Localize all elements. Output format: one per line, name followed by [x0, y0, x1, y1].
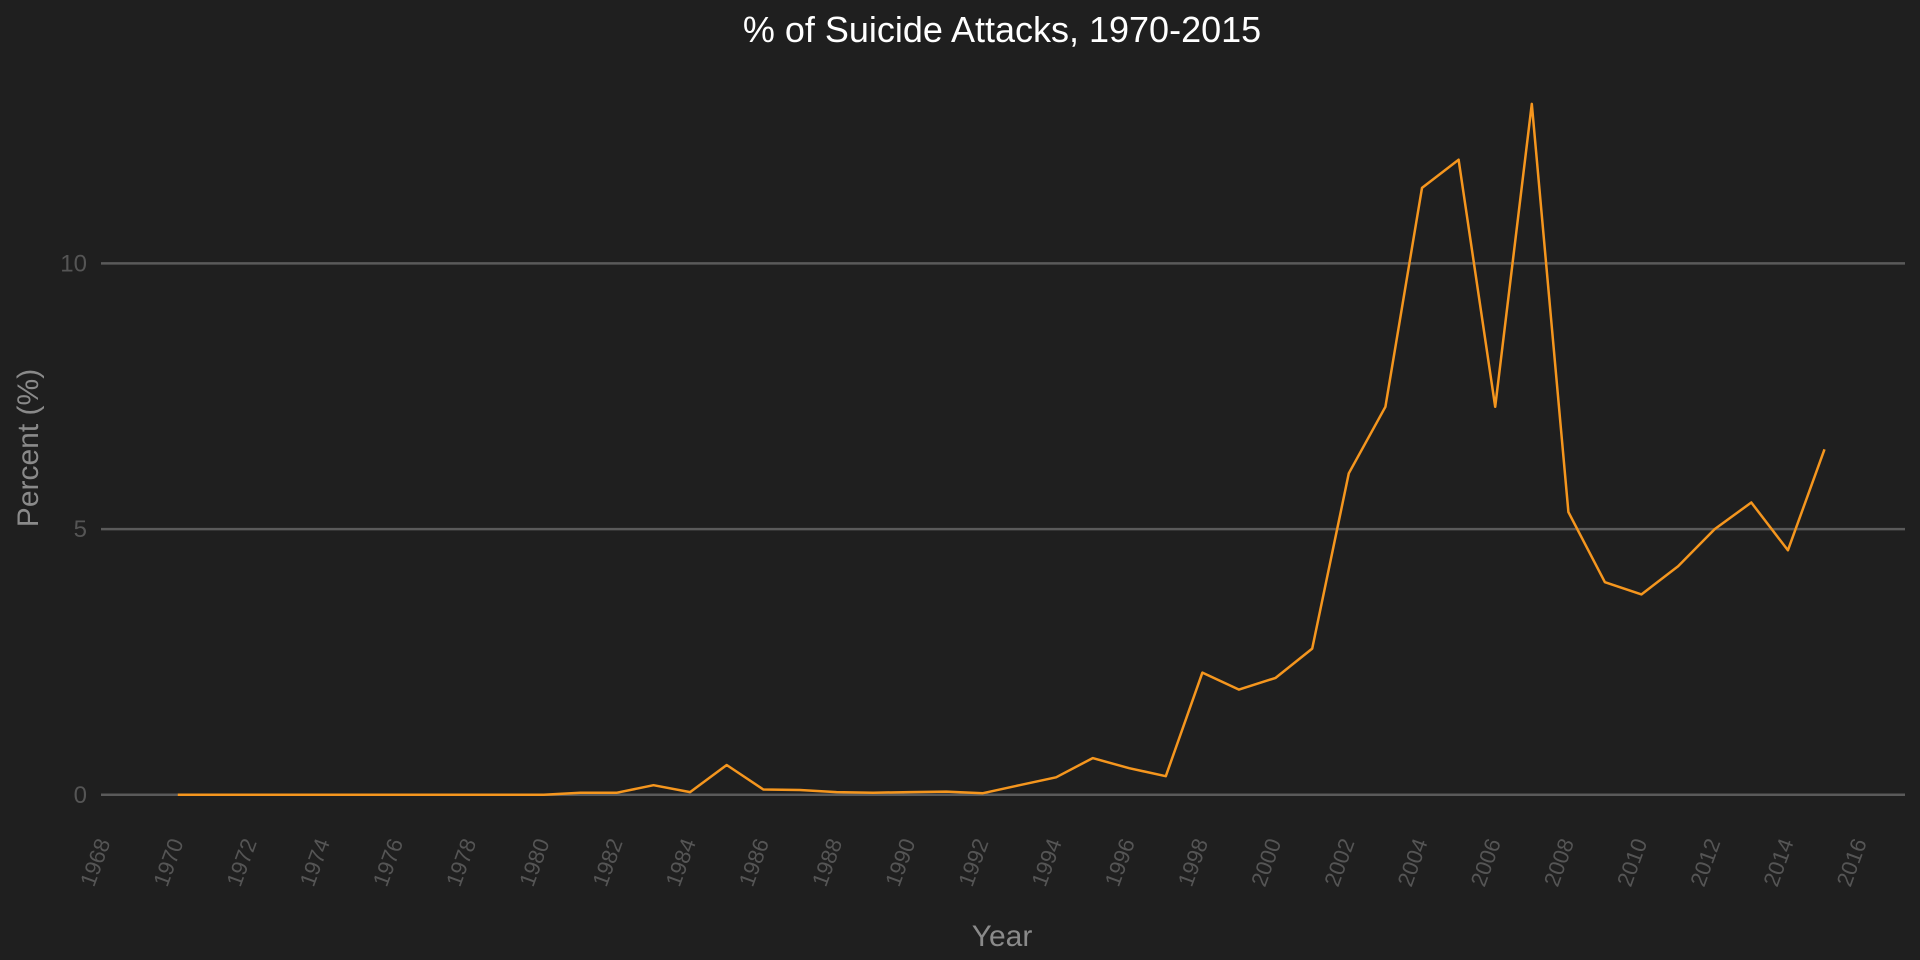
y-gridlines: [101, 262, 1905, 797]
x-tick-label: 1970: [148, 835, 188, 890]
x-tick-label: 2014: [1758, 835, 1798, 890]
x-tick-label: 1978: [441, 835, 481, 890]
x-tick-label: 2012: [1685, 835, 1725, 890]
x-tick-label: 1972: [221, 835, 261, 890]
y-axis-title: Percent (%): [12, 369, 45, 527]
x-tick-label: 2004: [1392, 835, 1432, 890]
chart-title: % of Suicide Attacks, 1970-2015: [743, 9, 1261, 50]
x-tick-label: 1984: [661, 835, 701, 890]
x-tick-label: 1976: [368, 835, 408, 890]
x-tick-label: 2016: [1832, 835, 1872, 890]
x-tick-label: 1988: [807, 835, 847, 890]
x-tick-label: 1968: [75, 835, 115, 890]
x-tick-label: 1982: [587, 835, 627, 890]
y-tick-label: 0: [74, 782, 87, 809]
y-axis-ticks: 0 5 10: [60, 250, 87, 808]
x-tick-label: 1974: [295, 835, 335, 890]
series-line: [177, 102, 1826, 797]
x-tick-label: 1998: [1173, 835, 1213, 890]
x-axis-ticks: 1968 1970 1972 1974 1976 1978 1980 1982 1984 1986…: [75, 835, 1872, 890]
x-tick-label: 2000: [1246, 835, 1286, 890]
y-tick-label: 10: [60, 250, 87, 277]
x-tick-label: 1992: [953, 835, 993, 890]
x-tick-label: 2010: [1612, 835, 1652, 890]
x-tick-label: 1986: [734, 835, 774, 890]
x-tick-label: 2006: [1466, 835, 1506, 890]
x-tick-label: 1990: [880, 835, 920, 890]
x-tick-label: 1980: [514, 835, 554, 890]
x-axis-title: Year: [972, 920, 1033, 953]
x-tick-label: 2008: [1539, 835, 1579, 890]
y-tick-label: 5: [74, 516, 87, 543]
x-tick-label: 1994: [1027, 835, 1067, 890]
x-tick-label: 1996: [1100, 835, 1140, 890]
x-tick-label: 2002: [1319, 835, 1359, 890]
